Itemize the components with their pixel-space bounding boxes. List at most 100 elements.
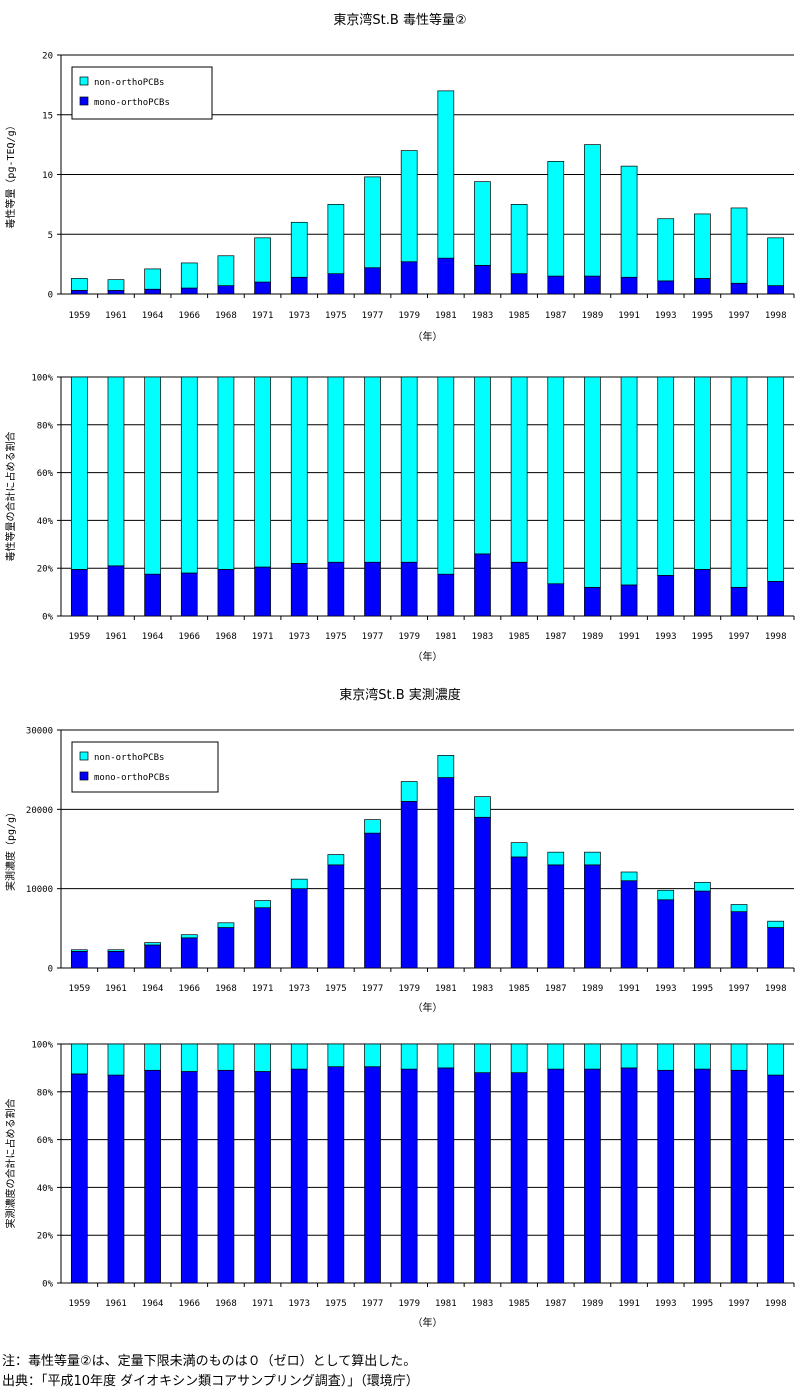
bar-mono-orthopcbs [584, 1068, 601, 1284]
bar-non-orthopcbs [364, 1043, 381, 1068]
bar-non-orthopcbs [767, 237, 785, 286]
y-tick-label: 30000 [26, 727, 53, 737]
y-tick-label: 0% [42, 613, 53, 623]
x-tick-label: 1995 [692, 1299, 714, 1309]
y-tick-label: 20% [37, 565, 54, 575]
bar-non-orthopcbs [620, 1043, 638, 1069]
bar-non-orthopcbs [217, 255, 235, 286]
bar-mono-orthopcbs [254, 566, 271, 617]
x-tick-label: 1975 [325, 632, 347, 642]
x-tick-label: 1961 [105, 632, 127, 642]
bar-non-orthopcbs [180, 376, 198, 574]
bar-non-orthopcbs [510, 842, 528, 858]
y-tick-label: 20% [37, 1232, 54, 1242]
legend-box [71, 66, 213, 120]
x-axis-label: （年） [413, 330, 443, 343]
concentration-chart: 0 10000 20000 30000 1959 1961 1964 1966 1968 1971… [4, 727, 795, 1014]
x-tick-label: 1998 [765, 984, 787, 994]
x-tick-label: 1989 [582, 632, 604, 642]
y-tick-label: 0% [42, 1280, 53, 1290]
bar-mono-orthopcbs [474, 1072, 491, 1284]
bar-non-orthopcbs [107, 376, 125, 567]
bar-non-orthopcbs [767, 1043, 785, 1076]
x-tick-label: 1991 [618, 1299, 640, 1309]
bar-mono-orthopcbs [437, 257, 455, 295]
bar-mono-orthopcbs [437, 1067, 455, 1284]
y-tick-label: 20000 [26, 806, 53, 816]
bar-mono-orthopcbs [547, 864, 565, 969]
bar-non-orthopcbs [474, 376, 491, 555]
x-axis-label: （年） [413, 1316, 443, 1329]
x-tick-label: 1973 [288, 1299, 310, 1309]
bar-non-orthopcbs [400, 150, 418, 263]
y-tick-label: 40% [37, 517, 54, 527]
bar-non-orthopcbs [547, 1043, 565, 1070]
bar-non-orthopcbs [144, 268, 161, 290]
bar-mono-orthopcbs [217, 927, 235, 969]
x-tick-label: 1977 [362, 632, 384, 642]
x-tick-label: 1991 [618, 984, 640, 994]
x-tick-label: 1987 [545, 1299, 567, 1309]
bar-non-orthopcbs [400, 376, 418, 563]
bar-mono-orthopcbs [547, 275, 565, 295]
bar-mono-orthopcbs [400, 801, 418, 969]
y-tick-label: 0 [48, 291, 53, 301]
x-tick-label: 1975 [325, 984, 347, 994]
bar-mono-orthopcbs [217, 569, 235, 617]
x-tick-label: 1979 [398, 984, 420, 994]
bar-mono-orthopcbs [547, 1068, 565, 1284]
y-tick-label: 80% [37, 421, 54, 431]
bar-mono-orthopcbs [694, 278, 711, 295]
bar-mono-orthopcbs [70, 569, 88, 617]
bar-non-orthopcbs [657, 376, 675, 576]
bar-non-orthopcbs [437, 1043, 455, 1069]
y-axis-label: 毒性等量の合計に占める割合 [4, 432, 17, 562]
legend-label: non-orthoPCBs [94, 753, 164, 763]
bar-non-orthopcbs [327, 854, 345, 866]
bar-non-orthopcbs [437, 90, 455, 259]
y-tick-label: 60% [37, 469, 54, 479]
x-tick-label: 1993 [655, 1299, 677, 1309]
bar-mono-orthopcbs [144, 288, 161, 295]
bar-mono-orthopcbs [767, 927, 785, 969]
x-tick-label: 1979 [398, 1299, 420, 1309]
bar-non-orthopcbs [107, 949, 125, 952]
bar-non-orthopcbs [437, 376, 455, 575]
bar-non-orthopcbs [400, 1043, 418, 1070]
y-tick-label: 100% [31, 374, 53, 384]
x-tick-label: 1961 [105, 984, 127, 994]
x-tick-label: 1997 [728, 984, 750, 994]
bar-non-orthopcbs [290, 376, 308, 564]
x-tick-label: 1987 [545, 311, 567, 321]
x-axis-label: （年） [413, 650, 443, 663]
x-tick-label: 1959 [68, 311, 90, 321]
bar-mono-orthopcbs [70, 1073, 88, 1284]
bar-non-orthopcbs [70, 278, 88, 291]
bar-mono-orthopcbs [254, 281, 271, 295]
bar-non-orthopcbs [620, 165, 638, 278]
bar-mono-orthopcbs [107, 950, 125, 969]
bar-mono-orthopcbs [547, 583, 565, 617]
concentration-chart-title: 東京湾St.B 実測濃度 [339, 688, 461, 703]
x-tick-label: 1959 [68, 1299, 90, 1309]
bar-mono-orthopcbs [730, 586, 748, 617]
bar-non-orthopcbs [694, 376, 711, 570]
y-tick-label: 15 [42, 111, 53, 121]
x-tick-label: 1981 [435, 1299, 457, 1309]
legend-label: non-orthoPCBs [94, 78, 164, 88]
bar-non-orthopcbs [254, 900, 271, 909]
bar-mono-orthopcbs [767, 285, 785, 295]
x-tick-label: 1995 [692, 311, 714, 321]
bar-mono-orthopcbs [70, 950, 88, 969]
bar-non-orthopcbs [547, 161, 565, 277]
bar-mono-orthopcbs [180, 1071, 198, 1284]
bar-non-orthopcbs [584, 144, 601, 277]
bar-non-orthopcbs [290, 1043, 308, 1070]
bar-non-orthopcbs [144, 1043, 161, 1071]
bar-mono-orthopcbs [584, 586, 601, 617]
bar-mono-orthopcbs [290, 1068, 308, 1284]
y-tick-label: 5 [48, 231, 53, 241]
bar-mono-orthopcbs [107, 290, 125, 295]
bar-non-orthopcbs [327, 376, 345, 563]
legend-swatch [79, 771, 89, 781]
